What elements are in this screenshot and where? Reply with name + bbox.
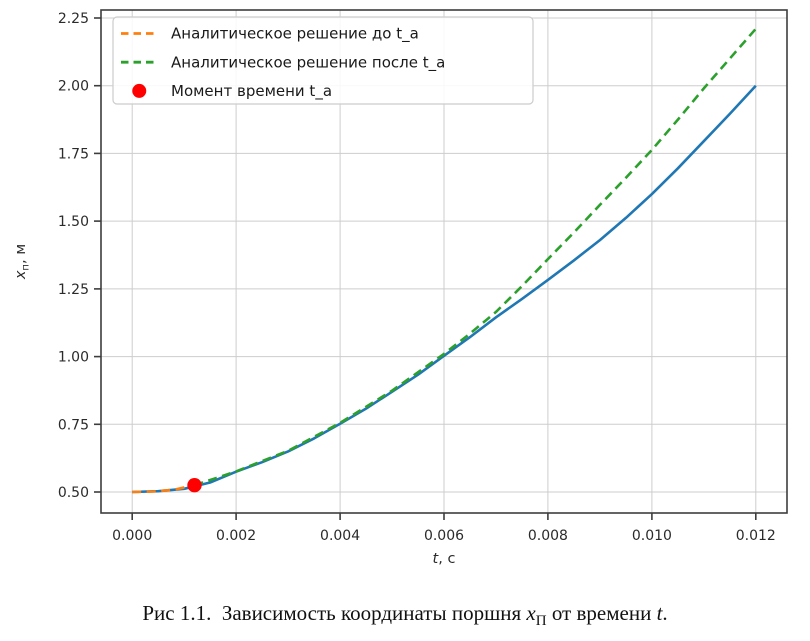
legend-box xyxy=(112,16,534,105)
x-axis-tick-label: 0.004 xyxy=(320,528,360,544)
y-axis-tick-label: 1.50 xyxy=(58,214,89,230)
legend-marker-t_a_point xyxy=(132,83,147,98)
legend-label-analytic_after: Аналитическое решение после t_a xyxy=(171,53,445,72)
piston-position-chart: 0.000 0.002 0.004 0.006 0.008 0.010 0.012 0.50 0… xyxy=(13,9,788,567)
x-axis-tick-label: 0.010 xyxy=(632,528,672,544)
caption-middle-text: от времени xyxy=(546,601,657,625)
caption-x-symbol: xП xyxy=(526,601,547,630)
x-axis-tick-label: 0.006 xyxy=(424,528,464,544)
curve-analytic_before xyxy=(132,483,195,494)
legend-label-analytic_before: Аналитическое решение до t_a xyxy=(171,25,419,44)
y-axis-tick-label: 1.25 xyxy=(58,282,89,298)
x-axis-tick-label: 0.000 xyxy=(112,528,152,544)
caption-x-subscript: П xyxy=(535,613,547,630)
x-axis-tick-label: 0.012 xyxy=(736,528,776,544)
caption-t-symbol: t xyxy=(656,601,663,625)
y-axis-tick-label: 2.25 xyxy=(58,11,89,27)
y-axis-label: xп, м xyxy=(13,244,32,280)
y-axis-tick-label: 0.75 xyxy=(58,417,89,433)
y-axis-tick-label: 0.50 xyxy=(58,485,89,501)
legend-label-t_a_point: Момент времени t_a xyxy=(171,82,332,101)
marker-t_a_point xyxy=(187,478,202,493)
y-axis-tick-label: 2.00 xyxy=(58,79,89,95)
caption-period: . xyxy=(662,601,668,625)
x-axis-tick-label: 0.008 xyxy=(528,528,568,544)
y-axis-tick-label: 1.75 xyxy=(58,146,89,162)
x-axis-label: t, с xyxy=(433,551,456,567)
caption-text: Рис 1.1. Зависимость координаты поршня xyxy=(142,601,527,625)
figure-caption: Рис 1.1. Зависимость координаты поршня x… xyxy=(0,598,810,636)
curve-analytic_after xyxy=(194,27,757,487)
x-axis-tick-label: 0.002 xyxy=(216,528,256,544)
y-axis-tick-label: 1.00 xyxy=(58,350,89,366)
